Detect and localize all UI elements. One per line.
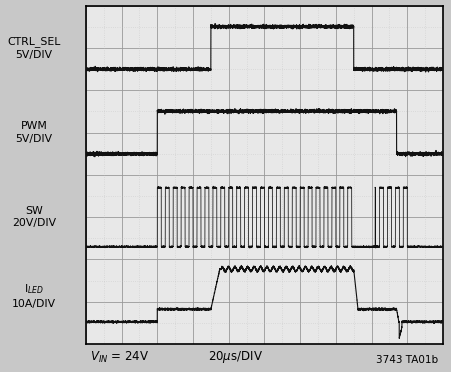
Text: PWM
5V/DIV: PWM 5V/DIV (15, 121, 53, 144)
Text: SW
20V/DIV: SW 20V/DIV (12, 206, 56, 228)
Text: 3743 TA01b: 3743 TA01b (376, 355, 437, 365)
Text: 20$\mu$s/DIV: 20$\mu$s/DIV (207, 349, 262, 365)
Text: I$_{LED}$
10A/DIV: I$_{LED}$ 10A/DIV (12, 282, 56, 308)
Text: $V_{IN}$ = 24V: $V_{IN}$ = 24V (90, 350, 149, 365)
Text: CTRL_SEL
5V/DIV: CTRL_SEL 5V/DIV (7, 36, 60, 60)
